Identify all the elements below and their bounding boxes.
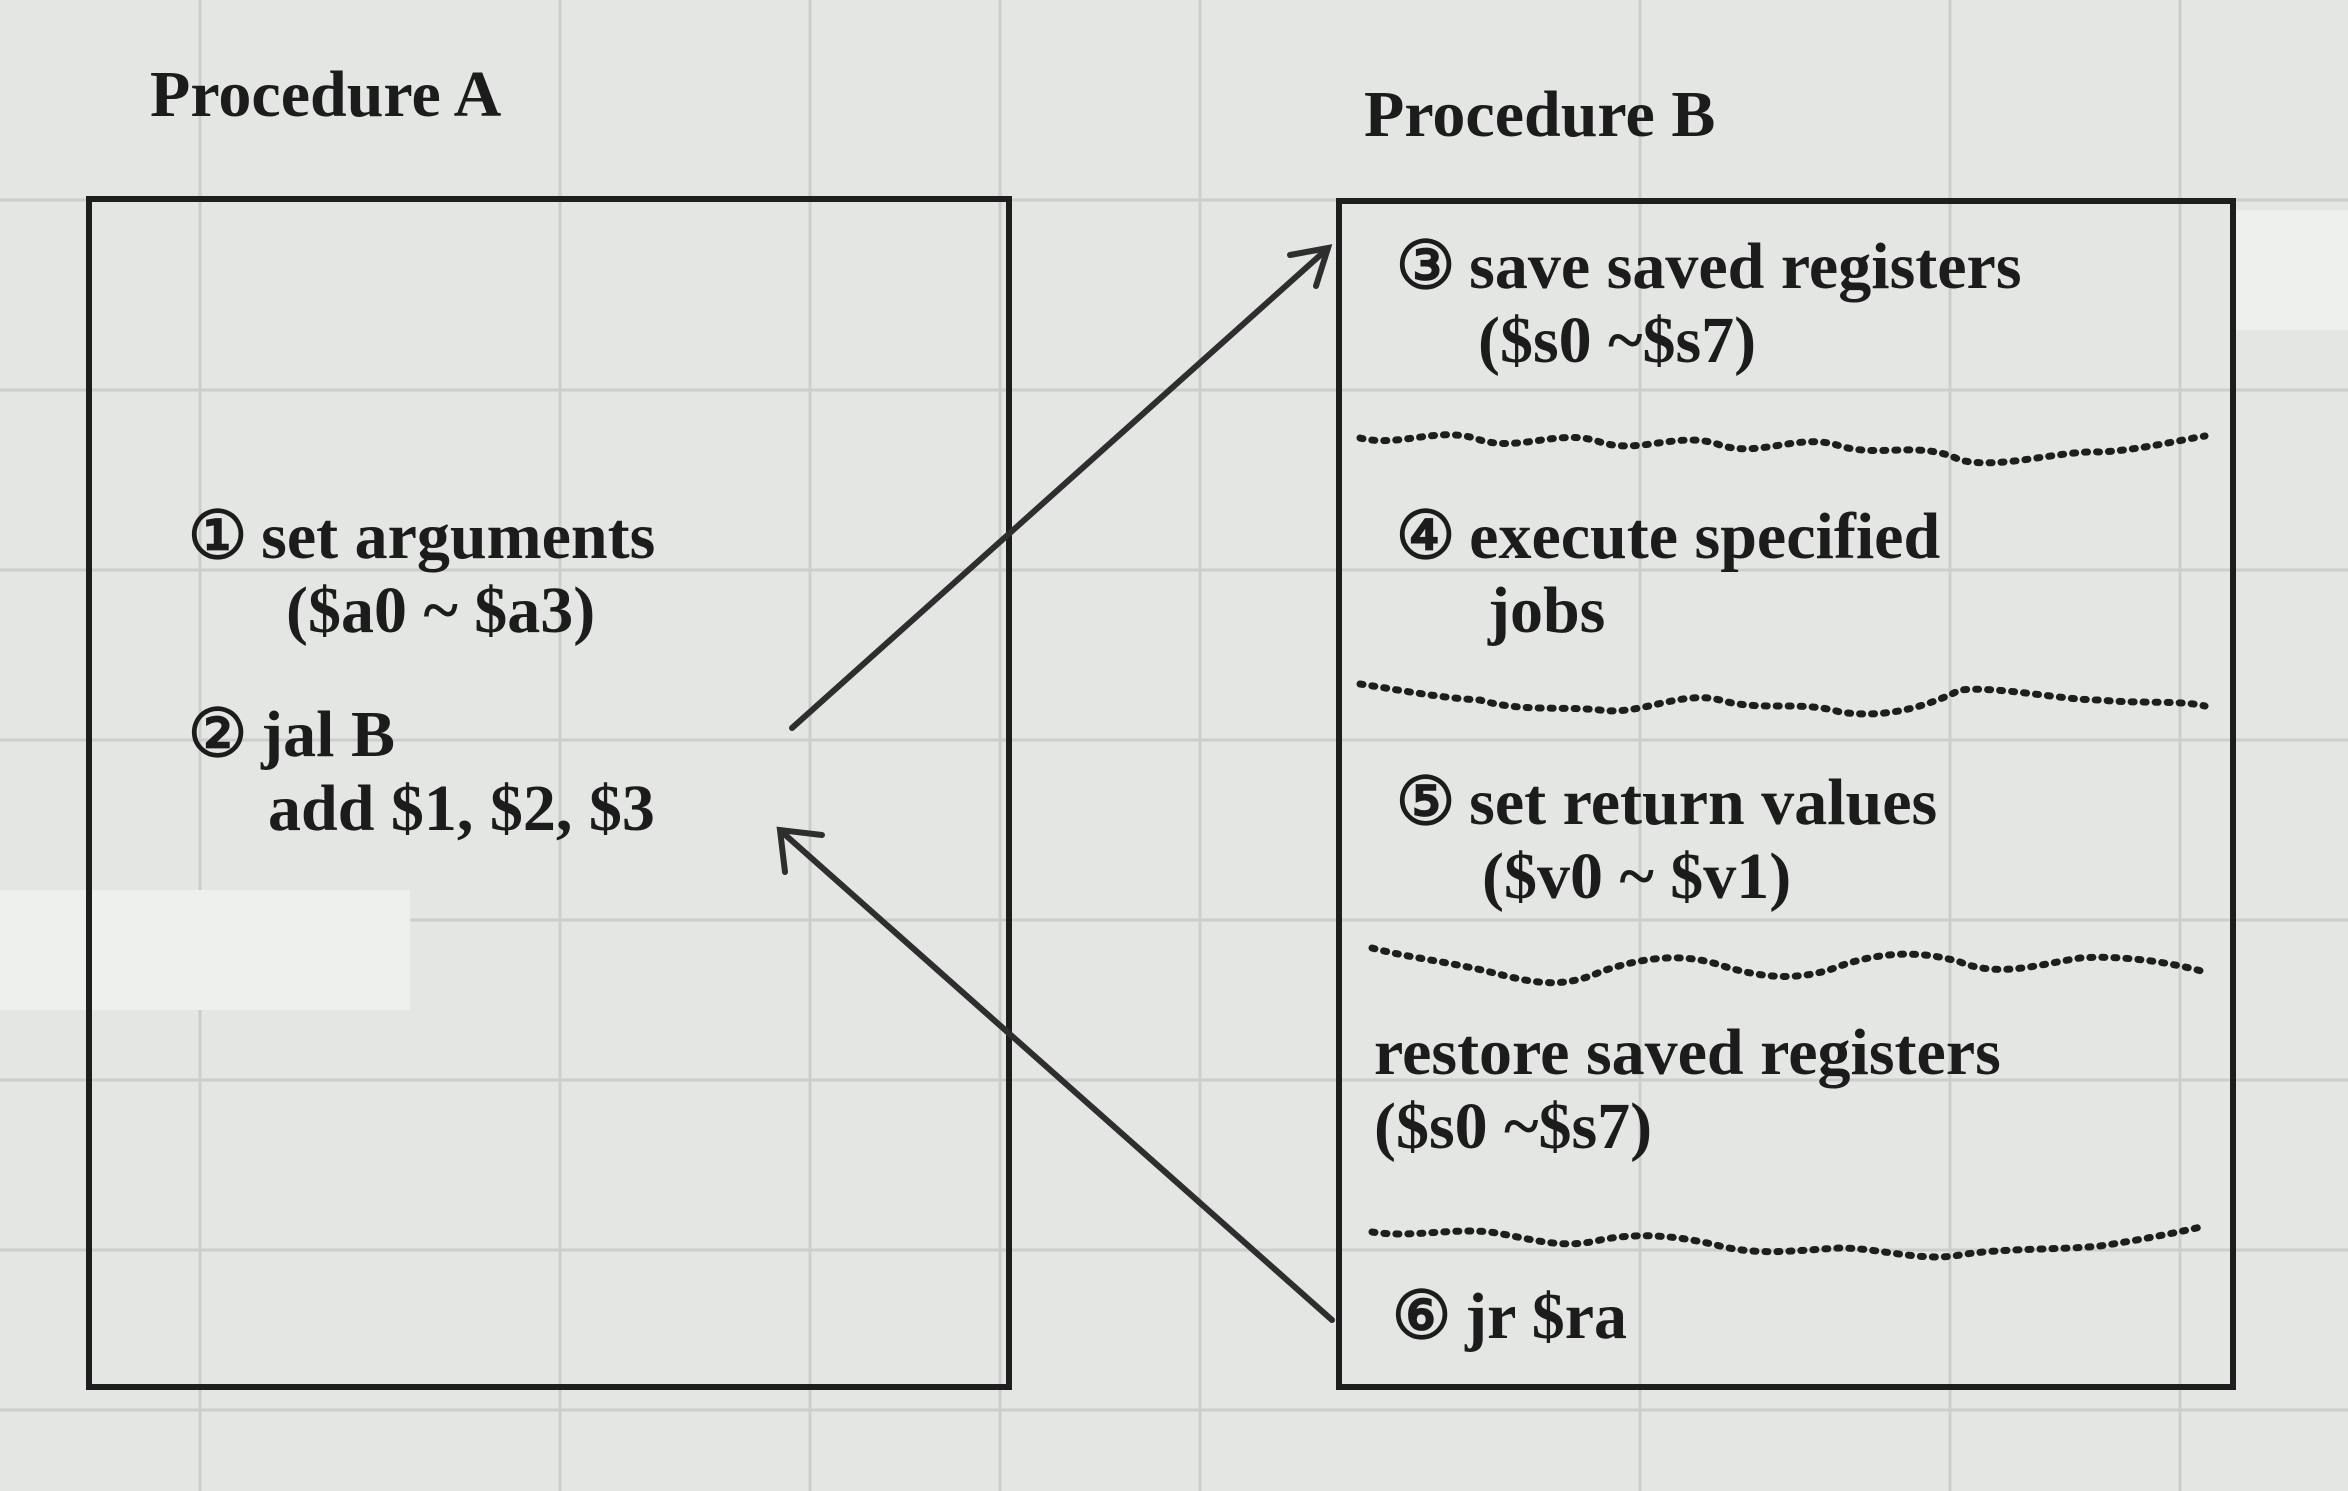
step-5-label: set return values xyxy=(1469,766,1938,839)
step-4-detail: jobs xyxy=(1488,573,1606,647)
step-2-label: jal B xyxy=(261,698,396,771)
procedure-a-box xyxy=(86,196,1012,1390)
step-4-execute-jobs: ④ execute specified jobs xyxy=(1396,500,1940,648)
step-6-label: jr $ra xyxy=(1465,1280,1628,1353)
separator-line-3 xyxy=(1368,944,2209,987)
step-3-label: save saved registers xyxy=(1469,230,2022,303)
restore-label: restore saved registers xyxy=(1374,1016,2001,1089)
step-5-return-values: ⑤ set return values ($v0 ~ $v1) xyxy=(1396,766,1937,914)
step-1-detail: ($a0 ~ $a3) xyxy=(286,573,596,647)
step-5-detail: ($v0 ~ $v1) xyxy=(1482,839,1792,913)
procedure-b-title: Procedure B xyxy=(1364,78,1716,151)
step-2-jal: ② jal B add $1, $2, $3 xyxy=(188,698,655,846)
step-number-6: ⑥ xyxy=(1392,1280,1452,1353)
step-number-3: ③ xyxy=(1396,230,1456,303)
step-number-2: ② xyxy=(188,698,248,771)
call-arrowhead-icon xyxy=(1287,244,1333,289)
step-number-1: ① xyxy=(188,500,248,573)
step-number-4: ④ xyxy=(1396,500,1456,573)
restore-detail: ($s0 ~$s7) xyxy=(1374,1089,1653,1163)
procedure-b-box xyxy=(1336,198,2236,1390)
call-arrow xyxy=(789,250,1326,731)
step-4-label: execute specified xyxy=(1469,500,1941,573)
separator-line-1 xyxy=(1356,431,2209,467)
return-arrow xyxy=(779,829,1335,1323)
separator-line-4 xyxy=(1368,1222,2209,1261)
return-arrowhead-icon xyxy=(776,826,825,875)
step-6-jr-ra: ⑥ jr $ra xyxy=(1392,1280,1627,1354)
procedure-a-title: Procedure A xyxy=(150,58,502,131)
separator-line-2 xyxy=(1356,680,2209,718)
step-restore-registers: restore saved registers ($s0 ~$s7) xyxy=(1374,1016,2001,1164)
step-3-save-registers: ③ save saved registers ($s0 ~$s7) xyxy=(1396,230,2022,378)
step-1-set-arguments: ① set arguments ($a0 ~ $a3) xyxy=(188,500,655,648)
step-1-label: set arguments xyxy=(261,500,656,573)
step-2-detail: add $1, $2, $3 xyxy=(268,771,655,845)
step-number-5: ⑤ xyxy=(1396,766,1456,839)
step-3-detail: ($s0 ~$s7) xyxy=(1478,303,1757,377)
